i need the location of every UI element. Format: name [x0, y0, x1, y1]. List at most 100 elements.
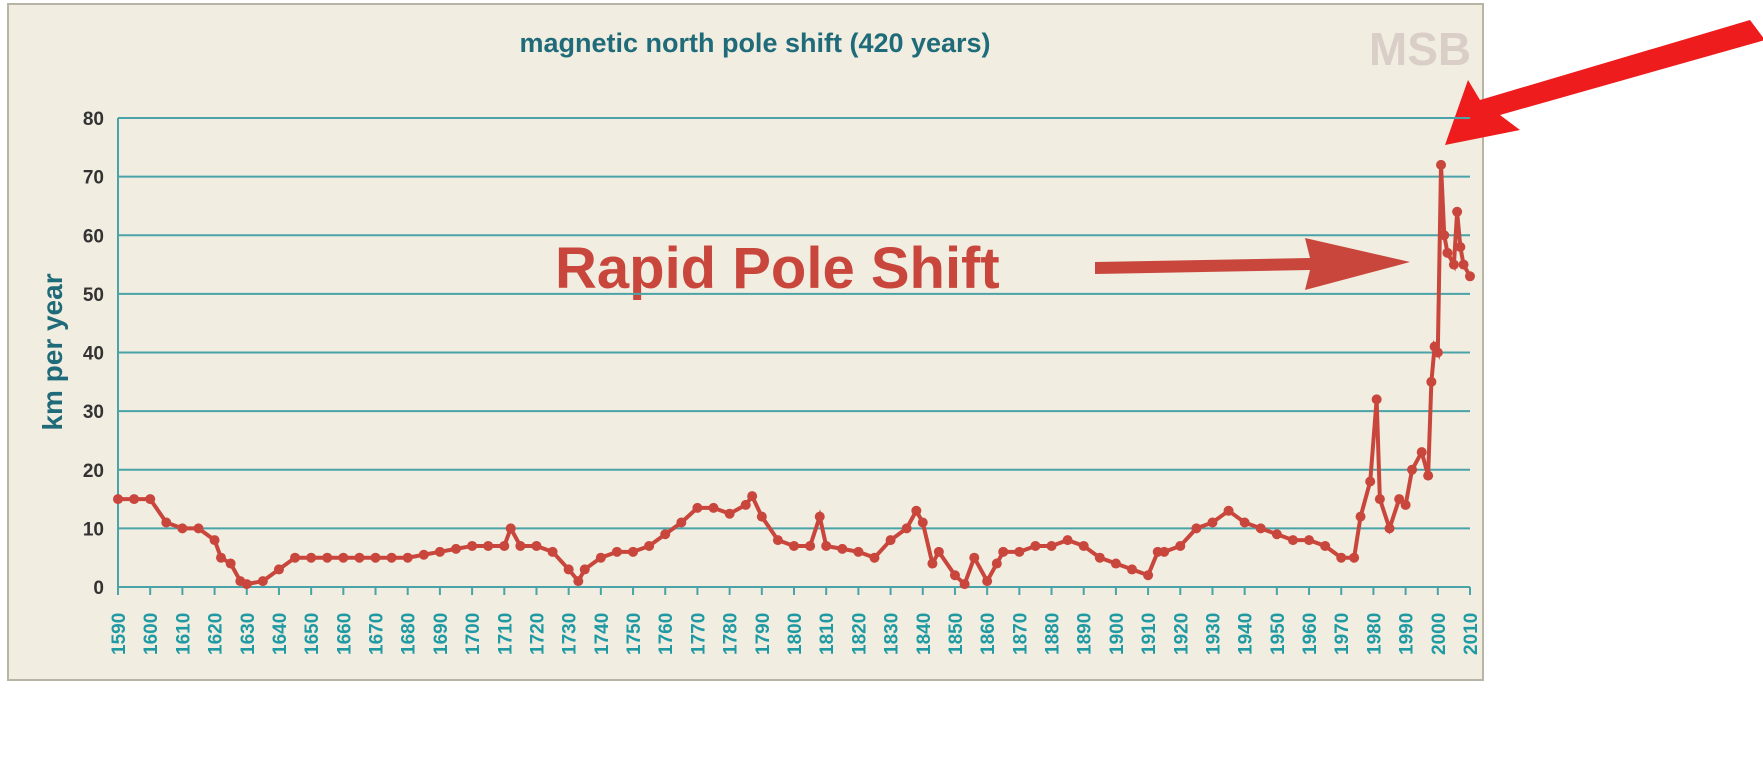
- point: [869, 552, 880, 563]
- x-tick-label: 1740: [592, 613, 613, 655]
- point: [982, 576, 993, 587]
- point: [1287, 535, 1298, 546]
- x-tick-label: 1600: [141, 613, 162, 655]
- x-tick-label: 1820: [849, 613, 870, 655]
- x-tick-label: 1750: [624, 613, 645, 655]
- point: [290, 552, 301, 563]
- point: [1078, 540, 1089, 551]
- point: [1127, 564, 1137, 575]
- point: [1355, 511, 1366, 522]
- x-tick-label: 1880: [1043, 613, 1064, 655]
- x-tick-label: 1930: [1203, 613, 1224, 655]
- x-tick-label: 1850: [946, 613, 967, 655]
- point: [1062, 535, 1073, 546]
- point: [837, 543, 848, 554]
- point: [1400, 499, 1411, 510]
- red-arrow: [1445, 20, 1763, 145]
- point: [113, 494, 123, 505]
- point: [1143, 570, 1154, 581]
- y-tick-label: 70: [83, 168, 104, 189]
- point: [1442, 247, 1453, 258]
- point: [756, 511, 767, 522]
- x-tick-label: 2000: [1429, 613, 1450, 655]
- chart-title: magnetic north pole shift (420 years): [519, 28, 990, 58]
- x-tick-label: 1860: [978, 613, 999, 655]
- point: [1374, 494, 1385, 505]
- point: [724, 508, 735, 519]
- point: [547, 546, 558, 557]
- point: [257, 576, 268, 587]
- point: [273, 564, 284, 575]
- x-tick-label: 1680: [399, 613, 420, 655]
- point: [1014, 546, 1025, 557]
- annotation: Rapid Pole Shift: [555, 236, 1000, 301]
- x-tick-label: 1630: [238, 613, 259, 655]
- x-tick-label: 1990: [1397, 613, 1418, 655]
- x-tick-label: 1960: [1300, 613, 1321, 655]
- y-tick-label: 30: [83, 402, 104, 423]
- point: [1365, 476, 1376, 487]
- x-tick-label: 1800: [785, 613, 806, 655]
- point: [1239, 517, 1250, 528]
- point: [1455, 241, 1466, 252]
- point: [708, 502, 719, 513]
- x-tick-label: 1670: [367, 613, 388, 655]
- point: [1110, 558, 1121, 569]
- point: [885, 535, 896, 546]
- point: [505, 523, 516, 534]
- y-tick-label: 50: [83, 285, 104, 306]
- x-tick-label: 1640: [270, 613, 291, 655]
- x-tick-label: 1790: [753, 613, 774, 655]
- point: [338, 552, 349, 563]
- point: [933, 546, 944, 557]
- x-tick-label: 1650: [302, 613, 323, 655]
- point: [209, 535, 220, 546]
- point: [1423, 470, 1434, 481]
- x-tick-label: 1900: [1107, 613, 1128, 655]
- point: [573, 576, 584, 587]
- point: [611, 546, 622, 557]
- point: [1458, 259, 1469, 270]
- point: [451, 543, 461, 554]
- x-tick-label: 1870: [1010, 613, 1031, 655]
- point: [1159, 546, 1170, 557]
- point: [1336, 552, 1347, 563]
- x-tick-label: 1690: [431, 613, 452, 655]
- point: [772, 535, 783, 546]
- point: [1304, 535, 1315, 546]
- point: [998, 546, 1009, 557]
- point: [1426, 376, 1437, 387]
- point: [1030, 540, 1041, 551]
- point: [969, 552, 980, 563]
- point: [177, 523, 188, 534]
- x-tick-label: 1590: [109, 613, 130, 655]
- x-tick-label: 1700: [463, 613, 484, 655]
- point: [1439, 230, 1450, 241]
- point: [225, 558, 236, 569]
- point: [853, 546, 864, 557]
- point: [1094, 552, 1105, 563]
- x-tick-label: 1730: [560, 613, 581, 655]
- y-tick-label: 20: [83, 461, 104, 482]
- point: [1384, 523, 1395, 534]
- point: [1432, 347, 1443, 358]
- x-tick-label: 1950: [1268, 613, 1289, 655]
- point: [1207, 517, 1218, 528]
- point: [1452, 206, 1463, 217]
- point: [1255, 523, 1266, 534]
- point: [676, 517, 687, 528]
- point: [917, 517, 928, 528]
- point: [515, 540, 526, 551]
- x-tick-label: 1980: [1364, 613, 1385, 655]
- x-tick-label: 1910: [1139, 613, 1160, 655]
- point: [483, 540, 494, 551]
- point: [927, 558, 938, 569]
- point: [129, 494, 140, 505]
- point: [370, 552, 381, 563]
- point: [216, 552, 227, 563]
- point: [193, 523, 204, 534]
- point: [499, 540, 510, 551]
- point: [402, 552, 413, 563]
- point: [418, 549, 429, 560]
